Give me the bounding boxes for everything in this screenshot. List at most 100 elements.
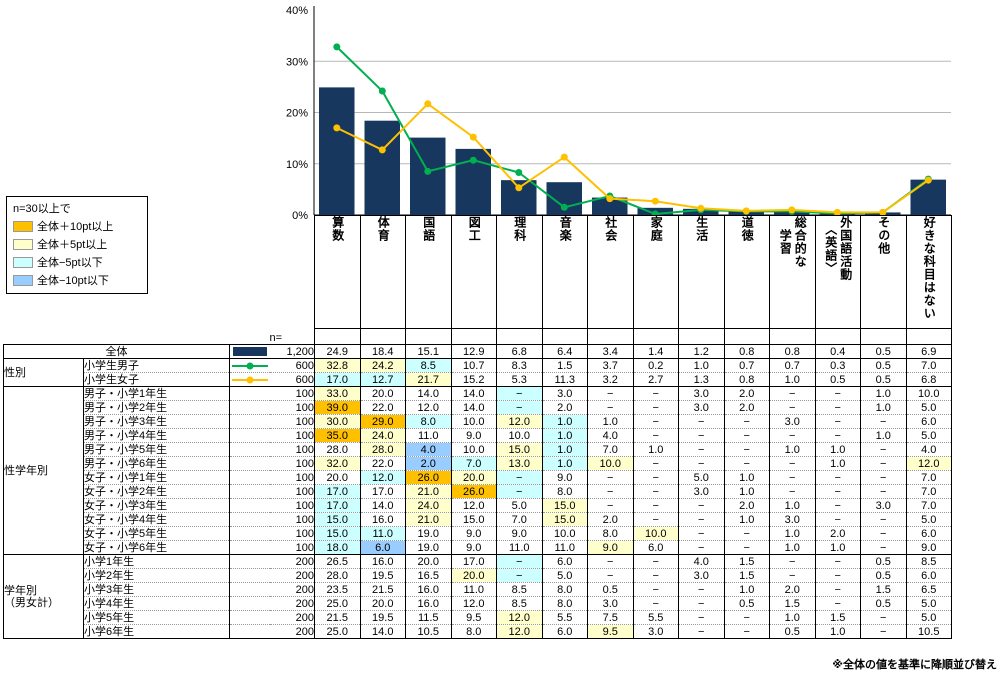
row-label: 小学2年生 (83, 568, 230, 583)
value-cell: 0.5 (860, 344, 906, 359)
table-row: 小学5年生 200 21.5 19.5 11.5 9.5 12.0 5.5 7.5 5.5− −1.… (4, 610, 952, 625)
value-cell: 0.5 (860, 568, 906, 583)
value-cell: 8.5 (905, 554, 952, 569)
value-cell: 8.0 (541, 484, 588, 499)
value-cell: − (723, 610, 770, 625)
value-cell: 11.3 (541, 372, 588, 387)
value-cell: 7.0 (496, 512, 542, 527)
column-header: 国語 (405, 215, 452, 329)
value-cell: 9.0 (541, 470, 588, 485)
value-cell: 29.0 (359, 414, 406, 429)
value-cell: − (860, 624, 906, 639)
value-cell: 10.7 (450, 358, 497, 373)
value-cell: 2.0 (723, 498, 770, 513)
value-cell: 1.0 (632, 442, 679, 457)
value-cell: 2.0 (814, 526, 861, 541)
row-label: 女子・小学3年生 (83, 498, 230, 513)
value-cell: − (814, 596, 861, 611)
value-cell: 10.0 (905, 386, 952, 401)
legend-title: n=30以上で (13, 203, 71, 215)
legend-item-label: 全体＋10pt以上 (37, 221, 114, 233)
value-cell: 5.3 (496, 372, 542, 387)
value-cell: − (769, 386, 815, 401)
trend-line (336, 46, 929, 216)
value-cell: 9.5 (450, 610, 497, 625)
column-header: 体育 (359, 215, 406, 329)
column-header: 音楽 (541, 215, 588, 329)
value-cell: − (769, 568, 815, 583)
line-point (515, 169, 523, 176)
value-cell: − (769, 400, 815, 415)
value-cell: 0.8 (723, 344, 770, 359)
value-cell: 15.0 (314, 512, 360, 527)
value-cell: 3.0 (678, 484, 724, 499)
value-cell: − (860, 470, 906, 485)
marker-cell (229, 512, 270, 527)
value-cell: 21.0 (405, 484, 451, 499)
marker-cell (229, 400, 270, 415)
value-cell: 5.0 (496, 498, 542, 513)
value-cell: 14.0 (405, 386, 451, 401)
value-cell: − (860, 442, 906, 457)
value-cell: − (814, 470, 861, 485)
group-label: 性別 (3, 358, 84, 387)
value-cell: − (587, 400, 633, 415)
value-cell: 21.5 (314, 610, 360, 625)
value-cell: 17.0 (314, 484, 360, 499)
value-cell: 6.0 (632, 540, 679, 555)
value-cell: 2.0 (541, 400, 588, 415)
value-cell: 12.0 (450, 498, 497, 513)
column-header: 家庭 (632, 215, 679, 329)
value-cell: 1.0 (678, 358, 724, 373)
bar (592, 197, 628, 215)
value-cell: − (632, 554, 679, 569)
column-header: 理科 (496, 215, 543, 329)
value-cell: 6.0 (905, 568, 952, 583)
value-cell: − (678, 456, 724, 471)
row-label: 女子・小学5年生 (83, 526, 230, 541)
value-cell: − (678, 498, 724, 513)
value-cell: 3.0 (632, 624, 679, 639)
value-cell: 26.0 (405, 470, 451, 485)
row-label: 小学5年生 (83, 610, 230, 625)
legend-item-label: 全体＋5pt以上 (37, 239, 108, 251)
value-cell: 11.0 (359, 526, 406, 541)
n-value: 200 (269, 596, 315, 611)
value-cell: 1.0 (723, 484, 770, 499)
value-cell: 18.0 (314, 540, 360, 555)
value-cell: 5.5 (632, 610, 679, 625)
value-cell: − (678, 582, 724, 597)
value-cell: − (632, 484, 679, 499)
value-cell: 3.4 (587, 344, 633, 359)
value-cell: − (678, 526, 724, 541)
value-cell: 26.0 (450, 484, 497, 499)
value-cell: − (632, 512, 679, 527)
value-cell: − (723, 624, 770, 639)
value-cell: − (587, 386, 633, 401)
value-cell: − (678, 428, 724, 443)
value-cell: 24.2 (359, 358, 406, 373)
table-row: 小学6年生 200 25.0 14.0 10.5 8.0 12.0 6.0 9.5 3.0− −0.… (4, 624, 952, 639)
n-column-spacer (723, 328, 770, 345)
value-cell: 21.0 (405, 512, 451, 527)
column-header: 外国語活動 〈英語〉 (814, 215, 861, 329)
value-cell: − (678, 512, 724, 527)
value-cell: − (814, 554, 861, 569)
n-value: 200 (269, 610, 315, 625)
line-point (469, 156, 477, 164)
value-cell: 1.0 (541, 456, 588, 471)
legend-items: 全体＋10pt以上 全体＋5pt以上 全体−5pt以下 全体−10pt以下 (13, 218, 141, 288)
value-cell: − (496, 400, 542, 415)
value-cell: 24.9 (314, 344, 360, 359)
value-cell: 18.4 (359, 344, 406, 359)
value-cell: − (632, 428, 679, 443)
n-column-spacer (314, 328, 360, 345)
bar (319, 87, 355, 215)
value-cell: 1.0 (723, 470, 770, 485)
n-value: 100 (269, 484, 315, 499)
group-label: 性学年別 (3, 386, 84, 555)
value-cell: − (678, 624, 724, 639)
value-cell: 1.0 (769, 372, 815, 387)
value-cell: 2.0 (405, 456, 451, 471)
row-label: 全体 (3, 344, 230, 359)
